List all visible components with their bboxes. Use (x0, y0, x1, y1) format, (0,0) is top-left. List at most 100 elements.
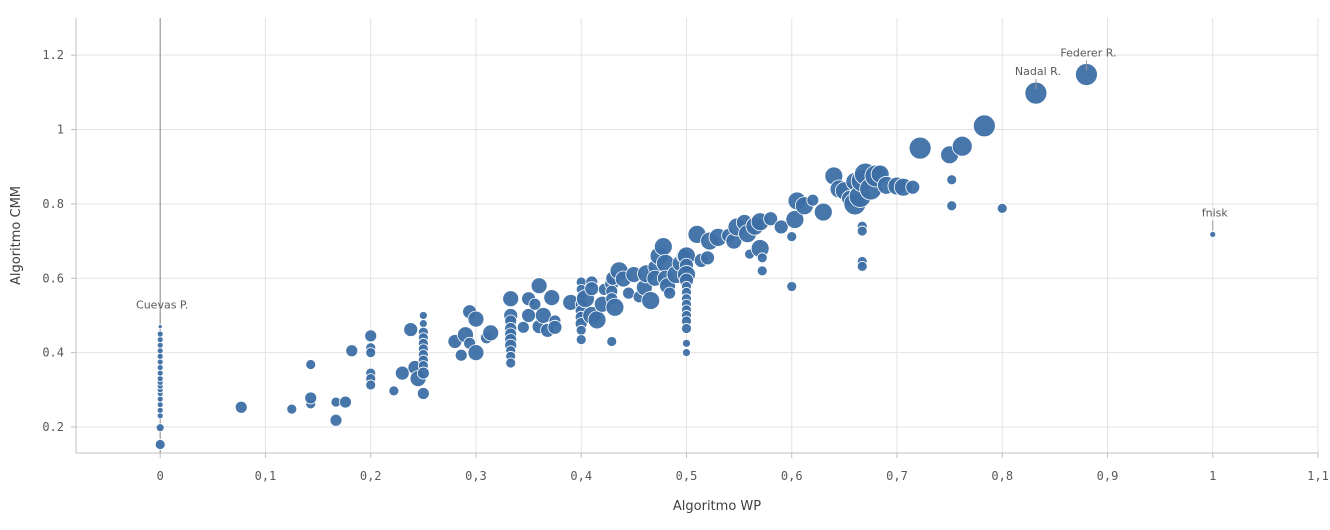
data-point[interactable] (155, 423, 165, 433)
data-point[interactable] (156, 406, 164, 414)
data-point[interactable] (454, 348, 468, 362)
data-point[interactable] (156, 412, 164, 420)
x-tick-label: 0,6 (781, 469, 803, 483)
data-point[interactable] (946, 200, 958, 212)
data-point[interactable] (543, 289, 561, 306)
data-point[interactable] (156, 375, 164, 383)
data-point[interactable] (286, 403, 298, 415)
data-point[interactable] (364, 329, 378, 343)
y-tick-label: 0.6 (42, 271, 64, 285)
data-point[interactable] (394, 365, 410, 381)
data-point[interactable] (682, 348, 691, 358)
y-axis-title: Algoritmo CMM (9, 186, 24, 285)
data-point[interactable] (575, 324, 587, 336)
data-point[interactable] (339, 395, 352, 409)
data-point[interactable] (365, 379, 377, 391)
data-point[interactable] (1209, 230, 1217, 238)
data-point[interactable] (156, 347, 164, 355)
data-point[interactable] (530, 277, 548, 295)
data-point[interactable] (575, 334, 587, 346)
data-point[interactable] (806, 193, 820, 207)
data-point[interactable] (813, 202, 833, 222)
x-tick-label: 0,9 (1097, 469, 1119, 483)
point-label: Federer R. (1060, 47, 1116, 60)
data-point[interactable] (467, 310, 485, 328)
data-point[interactable] (587, 310, 607, 330)
point-label: fnisk (1202, 206, 1229, 219)
data-point[interactable] (547, 319, 563, 335)
data-point[interactable] (416, 387, 430, 400)
data-point[interactable] (663, 286, 677, 300)
data-point[interactable] (756, 252, 768, 264)
data-point[interactable] (416, 366, 430, 380)
data-point[interactable] (856, 260, 868, 272)
data-point[interactable] (605, 297, 625, 317)
data-point[interactable] (700, 250, 715, 266)
data-point[interactable] (156, 352, 164, 360)
data-point[interactable] (502, 290, 520, 308)
data-point[interactable] (528, 297, 542, 311)
x-tick-label: 1 (1209, 469, 1216, 483)
data-point[interactable] (418, 311, 428, 320)
data-point[interactable] (908, 136, 932, 160)
data-point[interactable] (786, 281, 798, 292)
data-point[interactable] (763, 211, 779, 227)
y-tick-label: 1 (57, 123, 64, 137)
data-point[interactable] (951, 135, 973, 157)
x-tick-label: 0,3 (465, 469, 487, 483)
data-point[interactable] (756, 265, 768, 277)
data-point[interactable] (773, 219, 789, 235)
data-point[interactable] (856, 225, 868, 237)
data-point[interactable] (516, 320, 530, 334)
y-tick-label: 0.2 (42, 420, 64, 434)
grid-lines (76, 18, 1319, 453)
x-tick-label: 0,1 (255, 469, 277, 483)
data-point[interactable] (786, 231, 798, 243)
data-point[interactable] (996, 202, 1008, 214)
x-tick-label: 0,5 (676, 469, 698, 483)
y-tick-label: 0.8 (42, 197, 64, 211)
data-point[interactable] (156, 358, 164, 366)
data-point[interactable] (156, 369, 164, 377)
data-point[interactable] (785, 210, 805, 229)
data-point[interactable] (606, 336, 618, 347)
data-point[interactable] (641, 291, 661, 310)
data-point[interactable] (156, 401, 164, 409)
data-point[interactable] (905, 179, 921, 195)
data-point[interactable] (156, 341, 164, 349)
data-point[interactable] (584, 281, 600, 297)
data-point[interactable] (482, 324, 500, 342)
x-tick-label: 0,7 (886, 469, 908, 483)
data-point[interactable] (304, 391, 318, 405)
data-point[interactable] (157, 324, 163, 329)
data-point[interactable] (467, 344, 485, 362)
data-point[interactable] (505, 357, 517, 369)
data-point[interactable] (682, 338, 691, 348)
x-tick-labels: 0 0,1 0,2 0,3 0,4 0,5 0,6 0,7 0,8 0,9 1 1,1 (157, 453, 1329, 483)
data-point[interactable] (156, 395, 164, 403)
data-point[interactable] (521, 308, 536, 323)
data-point[interactable] (305, 359, 317, 370)
y-tick-labels: 0.2 0.4 0.6 0.8 1 1.2 (42, 48, 76, 434)
data-point[interactable] (156, 336, 164, 344)
x-axis-title: Algoritmo WP (673, 499, 761, 514)
data-point[interactable] (345, 344, 359, 358)
data-point[interactable] (534, 307, 552, 324)
data-point[interactable] (418, 319, 428, 329)
point-labels: Cuevas P. Nadal R. Federer R. fnisk (136, 47, 1228, 323)
data-point[interactable] (234, 400, 248, 414)
data-point[interactable] (403, 322, 419, 337)
data-point[interactable] (329, 413, 343, 427)
data-point[interactable] (681, 323, 692, 334)
data-point[interactable] (365, 347, 377, 359)
x-tick-label: 0 (157, 469, 164, 483)
data-point[interactable] (156, 330, 164, 338)
data-point[interactable] (156, 364, 164, 371)
data-point[interactable] (388, 385, 400, 397)
point-label: Nadal R. (1015, 65, 1061, 78)
data-point[interactable] (154, 439, 166, 450)
data-point[interactable] (972, 114, 996, 138)
data-point[interactable] (653, 237, 673, 257)
data-point[interactable] (946, 174, 958, 186)
